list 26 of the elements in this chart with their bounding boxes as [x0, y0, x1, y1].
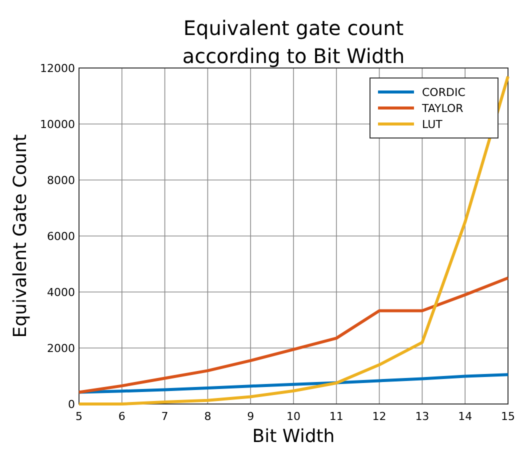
x-tick-label: 14 — [458, 410, 472, 423]
x-tick-label: 9 — [247, 410, 254, 423]
y-axis-title: Equivalent Gate Count — [10, 134, 31, 338]
x-tick-label: 10 — [286, 410, 300, 423]
x-tick-label: 7 — [161, 410, 168, 423]
x-tick-label: 12 — [372, 410, 386, 423]
legend-label: TAYLOR — [421, 102, 464, 115]
line-series — [78, 74, 510, 406]
x-tick-label: 8 — [204, 410, 212, 423]
y-tick-label: 2000 — [47, 342, 75, 355]
chart-title: Equivalent gate count according to Bit Width — [182, 16, 405, 68]
x-tick-label: 13 — [415, 410, 430, 423]
legend-label: LUT — [422, 118, 443, 131]
y-tick-label: 0 — [68, 398, 75, 411]
x-axis-title: Bit Width — [252, 426, 335, 447]
y-tick-label: 10000 — [40, 118, 75, 131]
y-tick-label: 12000 — [40, 62, 75, 75]
x-tick-label: 5 — [76, 410, 82, 423]
x-tick-label: 6 — [118, 410, 126, 423]
x-tick-label: 11 — [329, 410, 344, 423]
y-tick-label: 8000 — [47, 174, 75, 187]
legend-label: CORDIC — [422, 86, 466, 99]
y-tick-label: 6000 — [47, 230, 75, 243]
line-series — [78, 276, 510, 394]
y-tick-label: 4000 — [47, 286, 75, 299]
x-tick-label: 15 — [501, 410, 515, 423]
